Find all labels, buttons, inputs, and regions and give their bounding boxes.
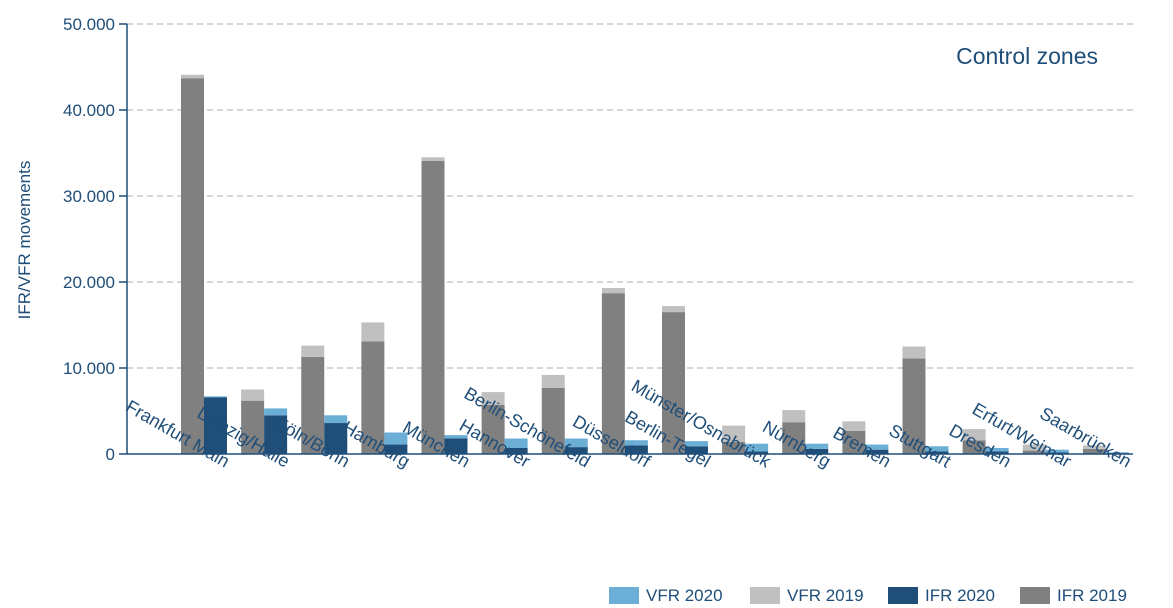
legend-swatch: [750, 587, 780, 604]
bar-vfr-2020: [985, 447, 1009, 452]
bar-vfr-2020: [865, 444, 889, 450]
bar-vfr-2020: [745, 443, 769, 452]
bar-ifr-2019: [481, 404, 505, 454]
bar-vfr-2019: [601, 288, 625, 294]
y-tick-label: 10.000: [63, 359, 115, 378]
bar-ifr-2019: [301, 356, 325, 454]
legend-label: IFR 2020: [925, 586, 995, 605]
bar-ifr-2019: [241, 400, 265, 454]
y-tick-label: 30.000: [63, 187, 115, 206]
legend-swatch: [888, 587, 918, 604]
bar-ifr-2020: [925, 451, 949, 454]
bar-ifr-2020: [805, 448, 829, 454]
bar-ifr-2020: [324, 423, 348, 454]
legend-label: IFR 2019: [1057, 586, 1127, 605]
axes: [119, 23, 1133, 455]
y-axis-label: IFR/VFR movements: [15, 161, 34, 320]
bar-ifr-2019: [601, 293, 625, 454]
bar-ifr-2020: [264, 415, 288, 454]
bar-vfr-2019: [481, 392, 505, 405]
bar-vfr-2020: [324, 415, 348, 424]
bars: [181, 74, 1129, 455]
bar-vfr-2020: [264, 408, 288, 416]
bar-ifr-2020: [1045, 452, 1069, 454]
bar-vfr-2019: [181, 74, 204, 79]
bar-vfr-2020: [564, 438, 588, 448]
bar-vfr-2019: [241, 389, 265, 401]
grid-lines: [127, 23, 1133, 369]
bar-vfr-2019: [541, 374, 565, 388]
bar-ifr-2019: [782, 422, 806, 454]
bar-ifr-2020: [444, 438, 468, 454]
legend-label: VFR 2020: [646, 586, 723, 605]
bar-ifr-2020: [985, 451, 1009, 454]
bar-vfr-2020: [1045, 449, 1069, 453]
bar-vfr-2019: [421, 157, 445, 161]
bar-ifr-2019: [361, 341, 385, 454]
y-tick-label: 40.000: [63, 101, 115, 120]
bar-vfr-2020: [204, 396, 227, 398]
bar-ifr-2019: [1082, 448, 1106, 454]
bar-vfr-2020: [685, 441, 708, 447]
y-tick-labels: 0 10.000 20.000 30.000 40.000 50.000: [63, 15, 115, 464]
bar-ifr-2020: [564, 447, 588, 454]
y-tick-label: 50.000: [63, 15, 115, 34]
bar-ifr-2020: [685, 446, 708, 454]
bar-ifr-2020: [204, 397, 227, 454]
bar-vfr-2019: [782, 410, 806, 423]
bar-vfr-2020: [384, 432, 408, 445]
bar-vfr-2020: [1105, 452, 1129, 454]
bar-ifr-2019: [421, 160, 445, 455]
category-labels: Frankfurt MainLeipzig/HalleKöln/BonnHamb…: [123, 376, 1135, 472]
bar-ifr-2019: [181, 78, 204, 455]
bar-vfr-2019: [301, 345, 325, 357]
legend-label: VFR 2019: [787, 586, 864, 605]
bar-vfr-2019: [902, 346, 926, 359]
bar-ifr-2020: [865, 449, 889, 454]
bar-vfr-2020: [925, 446, 949, 452]
legend-swatch: [1020, 587, 1050, 604]
bar-vfr-2019: [361, 322, 385, 342]
bar-ifr-2020: [504, 447, 528, 454]
y-tick-label: 20.000: [63, 273, 115, 292]
bar-vfr-2019: [842, 421, 866, 431]
bar-ifr-2019: [842, 430, 866, 454]
bar-vfr-2019: [662, 306, 685, 313]
bar-vfr-2020: [504, 438, 528, 448]
chart-annotation: Control zones: [956, 43, 1098, 69]
bar-ifr-2019: [541, 387, 565, 454]
bar-ifr-2020: [384, 444, 408, 454]
bar-ifr-2020: [745, 451, 769, 454]
bar-ifr-2020: [624, 445, 648, 454]
bar-ifr-2019: [722, 441, 746, 454]
bar-ifr-2019: [662, 312, 685, 454]
bar-vfr-2020: [444, 435, 468, 439]
bar-vfr-2019: [1082, 445, 1106, 449]
bar-vfr-2019: [1022, 444, 1046, 451]
bar-vfr-2019: [722, 425, 746, 442]
bar-vfr-2020: [805, 443, 829, 449]
bar-ifr-2019: [1022, 450, 1046, 454]
y-tick-label: 0: [106, 445, 115, 464]
legend-swatch: [609, 587, 639, 604]
bar-vfr-2020: [624, 440, 648, 446]
bar-ifr-2019: [962, 440, 986, 454]
legend: VFR 2020 VFR 2019 IFR 2020 IFR 2019: [609, 586, 1127, 605]
bar-ifr-2019: [902, 358, 926, 454]
bar-vfr-2019: [962, 429, 986, 441]
